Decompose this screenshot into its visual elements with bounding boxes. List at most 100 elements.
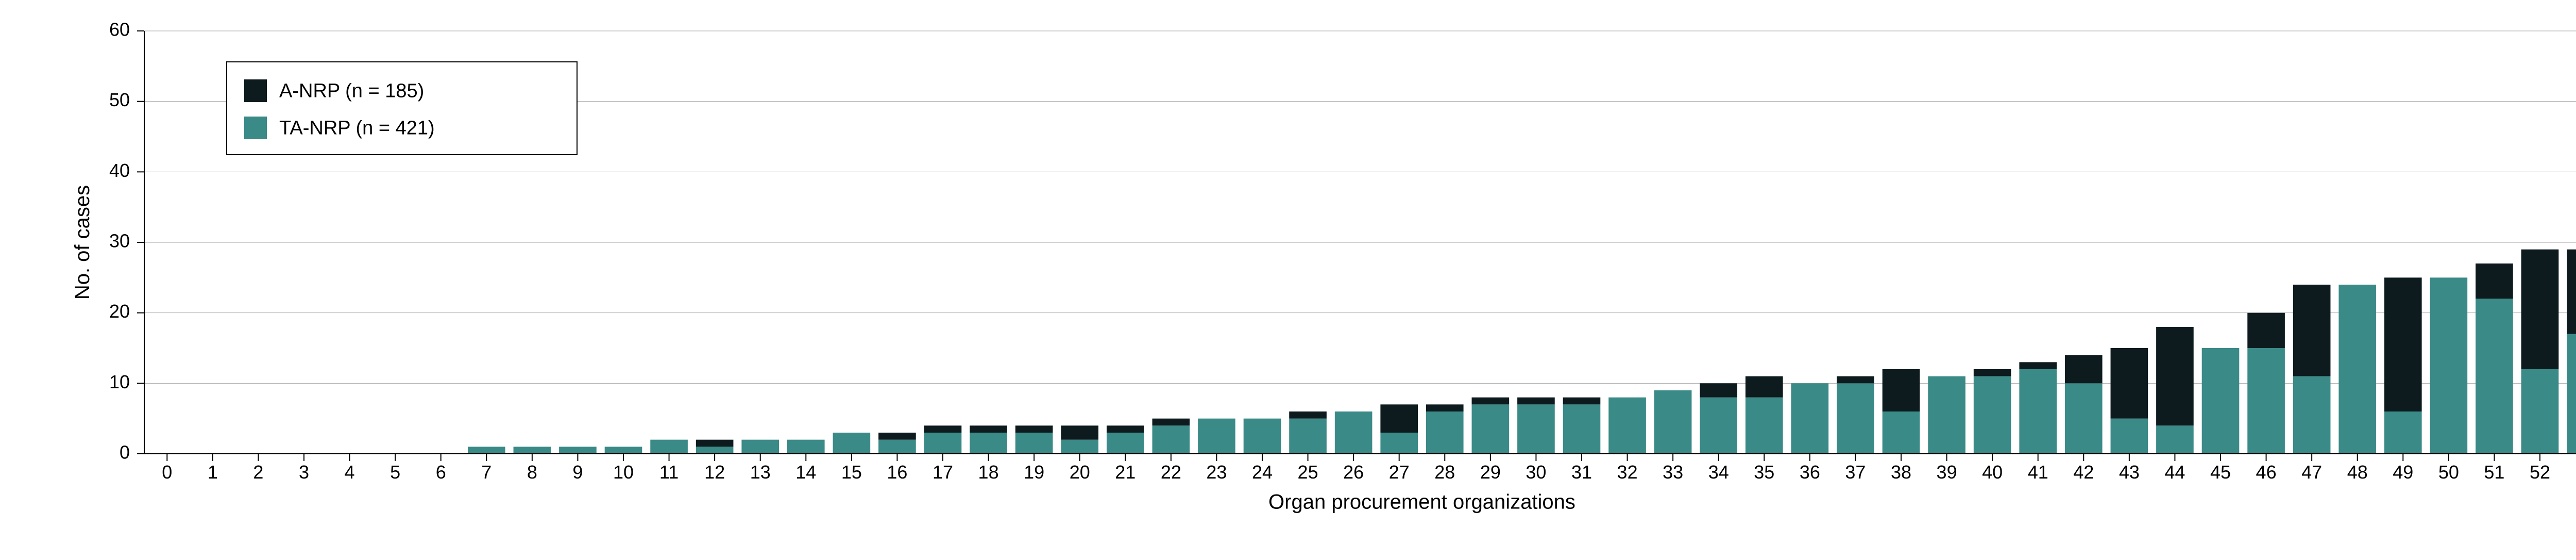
bar-segment (1015, 433, 1053, 454)
x-tick-label: 48 (2347, 462, 2368, 483)
bar-segment (2521, 250, 2559, 369)
bar-segment (1335, 411, 1372, 454)
y-tick-label: 10 (109, 371, 130, 392)
x-tick-label: 37 (1845, 462, 1866, 483)
x-tick-label: 6 (436, 462, 446, 483)
y-tick-label: 0 (120, 442, 130, 463)
x-tick-label: 5 (390, 462, 400, 483)
x-tick-label: 42 (2073, 462, 2094, 483)
y-axis-label: No. of cases (71, 185, 94, 300)
y-tick-label: 60 (109, 19, 130, 40)
bar-segment (1608, 398, 1646, 454)
x-tick-label: 1 (208, 462, 218, 483)
x-tick-label: 44 (2164, 462, 2185, 483)
bar-segment (2111, 419, 2148, 454)
bar-segment (1380, 404, 1418, 433)
bar-segment (833, 433, 871, 454)
x-axis-label: Organ procurement organizations (1268, 490, 1575, 513)
bar-segment (1883, 369, 1920, 411)
x-tick-label: 25 (1298, 462, 1318, 483)
x-tick-label: 28 (1434, 462, 1455, 483)
bar-segment (1426, 404, 1464, 411)
x-tick-label: 41 (2028, 462, 2048, 483)
y-tick-label: 50 (109, 89, 130, 110)
bar-segment (1791, 383, 1829, 454)
bar-segment (2338, 285, 2376, 454)
x-tick-label: 38 (1891, 462, 1911, 483)
bar-segment (1153, 425, 1190, 454)
bar-segment (2247, 348, 2285, 454)
x-tick-label: 32 (1617, 462, 1638, 483)
bar-segment (514, 447, 551, 454)
bar-segment (1700, 383, 1737, 397)
bar-segment (1472, 404, 1510, 454)
bar-segment (1563, 404, 1601, 454)
x-tick-label: 24 (1252, 462, 1273, 483)
bar-segment (1563, 398, 1601, 405)
y-tick-label: 40 (109, 160, 130, 181)
bar-segment (1153, 419, 1190, 426)
x-tick-label: 26 (1343, 462, 1364, 483)
y-tick-label: 30 (109, 230, 130, 252)
x-tick-label: 27 (1389, 462, 1410, 483)
bar-segment (1107, 425, 1144, 433)
bar-segment (1974, 369, 2011, 376)
x-tick-label: 3 (299, 462, 309, 483)
bar-segment (1061, 440, 1098, 454)
legend-swatch (244, 117, 267, 139)
bar-segment (2019, 362, 2057, 369)
bar-segment (1517, 404, 1555, 454)
x-tick-label: 11 (659, 462, 679, 483)
bar-segment (696, 440, 734, 447)
bar-segment (1015, 425, 1053, 433)
bar-segment (970, 433, 1007, 454)
x-tick-label: 17 (933, 462, 953, 483)
x-tick-label: 18 (978, 462, 999, 483)
bar-segment (1380, 433, 1418, 454)
x-tick-label: 40 (1982, 462, 2003, 483)
bar-segment (924, 433, 962, 454)
x-tick-label: 7 (481, 462, 492, 483)
x-tick-label: 4 (345, 462, 355, 483)
bar-segment (878, 433, 916, 440)
bar-segment (559, 447, 597, 454)
x-tick-label: 9 (572, 462, 583, 483)
x-tick-label: 30 (1526, 462, 1546, 483)
x-tick-label: 2 (253, 462, 263, 483)
x-tick-label: 45 (2210, 462, 2231, 483)
x-tick-label: 31 (1571, 462, 1592, 483)
bar-segment (2567, 334, 2576, 454)
bar-segment (696, 447, 734, 454)
bar-segment (1700, 398, 1737, 454)
bar-segment (1198, 419, 1235, 454)
x-tick-label: 15 (841, 462, 862, 483)
y-tick-label: 20 (109, 301, 130, 322)
bar-segment (1244, 419, 1281, 454)
x-tick-label: 29 (1480, 462, 1501, 483)
x-tick-label: 35 (1754, 462, 1774, 483)
bar-segment (2111, 348, 2148, 419)
bar-segment (787, 440, 825, 454)
bar-segment (2384, 411, 2422, 454)
bar-segment (2567, 250, 2576, 334)
bar-segment (2430, 277, 2468, 454)
x-tick-label: 51 (2484, 462, 2504, 483)
x-tick-label: 34 (1708, 462, 1729, 483)
legend-label: A-NRP (n = 185) (279, 80, 424, 102)
bar-segment (1928, 376, 1965, 454)
x-tick-label: 21 (1115, 462, 1136, 483)
bar-segment (1426, 411, 1464, 454)
bar-segment (1837, 376, 1874, 384)
bar-segment (2293, 376, 2331, 454)
bar-segment (468, 447, 505, 454)
x-tick-label: 50 (2438, 462, 2459, 483)
x-tick-label: 46 (2256, 462, 2277, 483)
bar-segment (2247, 313, 2285, 348)
bar-segment (878, 440, 916, 454)
x-tick-label: 13 (750, 462, 771, 483)
legend-box (227, 62, 577, 155)
x-tick-label: 8 (527, 462, 537, 483)
bar-segment (741, 440, 779, 454)
x-tick-label: 14 (795, 462, 816, 483)
x-tick-label: 20 (1070, 462, 1090, 483)
